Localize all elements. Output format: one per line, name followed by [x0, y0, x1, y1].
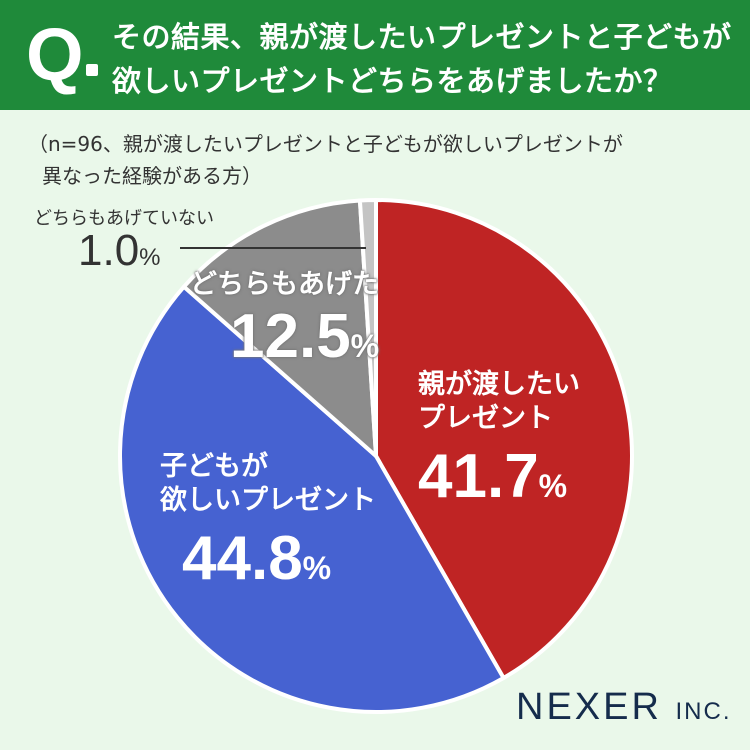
slice-value-parent: 41.7% [418, 442, 568, 511]
slice-name-child-line2: 欲しいプレゼント [160, 485, 376, 516]
question-text-line1: その結果、親が渡したいプレゼントと子どもが [112, 20, 732, 54]
slice-name-parent-line1: 親が渡したい [418, 369, 580, 400]
slice-label-child: 子どもが 欲しいプレゼント 44.8% [160, 450, 376, 603]
brand-logo: NEXER INC. [516, 686, 732, 728]
slice-label-parent: 親が渡したい プレゼント 41.7% [418, 368, 580, 521]
pie-slice-both [181, 198, 378, 458]
question-header: Q その結果、親が渡したいプレゼントと子どもが 欲しいプレゼントどちらをあげまし… [0, 0, 750, 110]
slice-name-child-line1: 子どもが [160, 451, 268, 482]
question-text-line2: 欲しいプレゼントどちらをあげましたか？ [112, 64, 673, 98]
question-mark-dot [86, 64, 98, 76]
sample-note-line2: 異なった経験がある方） [42, 164, 262, 188]
slice-value-child: 44.8% [182, 524, 332, 593]
slice-label-both: どちらもあげた 12.5% [190, 268, 379, 381]
pie-slice-parent [374, 198, 634, 680]
slice-name-both: どちらもあげた [190, 269, 379, 300]
pie-slice-neither [357, 198, 378, 458]
pie-slice-child [118, 284, 506, 714]
slice-value-neither: 1.0% [78, 226, 161, 275]
question-mark: Q [26, 13, 84, 96]
sample-note-line1: （n=96、親が渡したいプレゼントと子どもが欲しいプレゼントが [28, 132, 623, 156]
slice-name-parent-line2: プレゼント [418, 403, 553, 434]
slice-value-both: 12.5% [230, 302, 380, 371]
slice-name-neither: どちらもあげていない [34, 208, 214, 229]
